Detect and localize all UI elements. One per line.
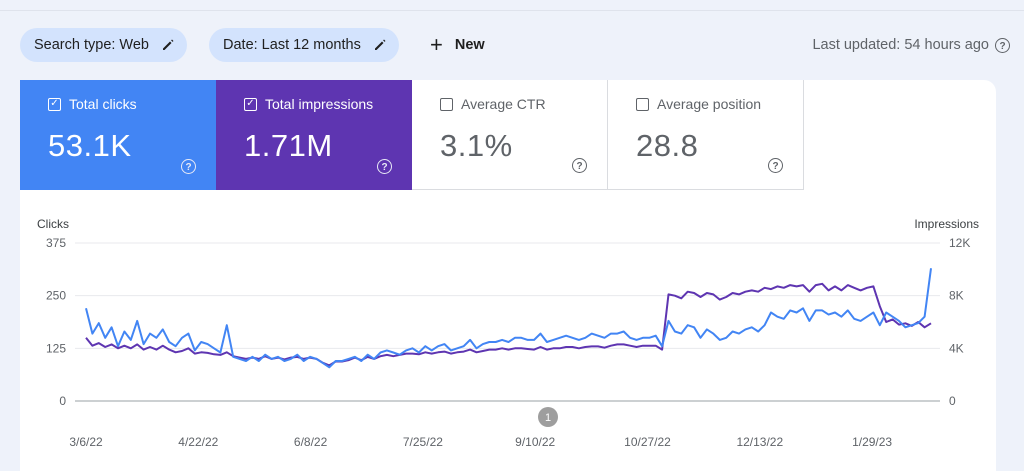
header-divider <box>0 10 1024 11</box>
metric-value: 28.8 <box>636 128 699 163</box>
metric-label: Total impressions <box>265 96 374 112</box>
date-range-label: Date: Last 12 months <box>223 37 361 53</box>
metric-card-average-position[interactable]: Average position 28.8 ? <box>608 80 804 190</box>
metric-value: 53.1K <box>48 128 132 163</box>
checkbox-unchecked-icon[interactable] <box>636 97 649 111</box>
pencil-icon <box>163 39 174 50</box>
help-icon[interactable]: ? <box>181 159 196 174</box>
help-icon[interactable]: ? <box>572 158 587 173</box>
metric-card-total-impressions[interactable]: ✓ Total impressions 1.71M ? <box>216 80 412 190</box>
metric-label: Average CTR <box>461 96 546 112</box>
last-updated-text: Last updated: 54 hours ago <box>812 37 989 53</box>
new-filter-label: New <box>454 37 485 53</box>
new-filter-button[interactable]: + New <box>430 28 485 62</box>
metric-value: 1.71M <box>244 128 333 163</box>
metric-label: Average position <box>657 96 762 112</box>
last-updated-status: Last updated: 54 hours ago ? <box>812 28 1010 62</box>
checkbox-unchecked-icon[interactable] <box>440 97 453 111</box>
search-type-label: Search type: Web <box>34 37 149 53</box>
date-filter-chip[interactable]: Date: Last 12 months <box>209 28 399 62</box>
help-icon[interactable]: ? <box>995 37 1010 53</box>
help-icon[interactable]: ? <box>377 159 392 174</box>
metric-card-total-clicks[interactable]: ✓ Total clicks 53.1K ? <box>20 80 216 190</box>
checkbox-checked-icon[interactable]: ✓ <box>48 97 61 111</box>
pencil-icon <box>374 39 386 50</box>
metric-label: Total clicks <box>69 96 137 112</box>
plus-icon: + <box>430 32 443 57</box>
search-type-filter-chip[interactable]: Search type: Web <box>20 28 187 62</box>
metric-value: 3.1% <box>440 128 513 163</box>
metric-card-average-ctr[interactable]: Average CTR 3.1% ? <box>412 80 608 190</box>
help-icon[interactable]: ? <box>768 158 783 173</box>
checkbox-checked-icon[interactable]: ✓ <box>244 97 257 111</box>
